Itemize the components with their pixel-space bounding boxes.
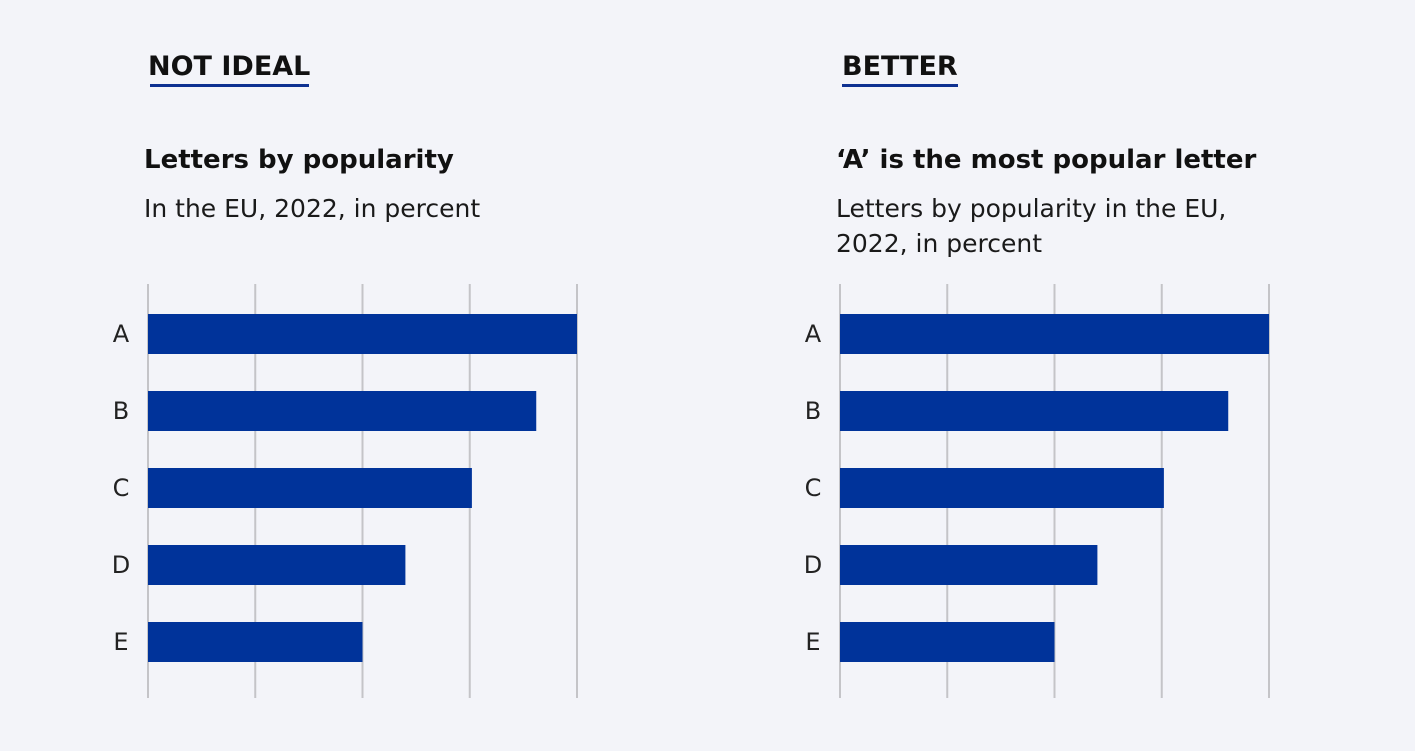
category-label-e: E — [805, 628, 820, 656]
bar-b — [148, 391, 537, 431]
chart-title: ‘A’ is the most popular letter — [836, 145, 1257, 175]
bar-c — [840, 468, 1164, 508]
bar-e — [840, 622, 1055, 662]
category-label-b: B — [805, 397, 821, 425]
chart-subtitle: Letters by popularity in the EU, 2022, i… — [836, 194, 1227, 258]
bar-d — [840, 545, 1098, 585]
bar-e — [148, 622, 363, 662]
category-label-a: A — [805, 320, 822, 348]
bar-chart-not-ideal: A B C D E — [112, 284, 578, 698]
category-label-e: E — [113, 628, 128, 656]
category-label-c: C — [805, 474, 822, 502]
chart-subtitle: In the EU, 2022, in percent — [144, 194, 481, 223]
bar-c — [148, 468, 472, 508]
bar-d — [148, 545, 406, 585]
category-label-b: B — [113, 397, 129, 425]
bar-chart-better: A B C D E — [804, 284, 1270, 698]
heading-underline — [150, 84, 309, 87]
panel-better: BETTER ‘A’ is the most popular letter Le… — [692, 0, 1392, 751]
chart-title: Letters by popularity — [144, 145, 454, 175]
panel-heading: BETTER — [842, 51, 958, 82]
heading-underline — [842, 84, 958, 87]
category-label-a: A — [113, 320, 130, 348]
panel-heading: NOT IDEAL — [148, 51, 311, 82]
category-label-c: C — [113, 474, 130, 502]
bar-a — [840, 314, 1269, 354]
bar-a — [148, 314, 577, 354]
category-label-d: D — [804, 551, 822, 579]
panel-not-ideal: NOT IDEAL Letters by popularity In the E… — [0, 0, 700, 751]
bar-b — [840, 391, 1229, 431]
category-label-d: D — [112, 551, 130, 579]
